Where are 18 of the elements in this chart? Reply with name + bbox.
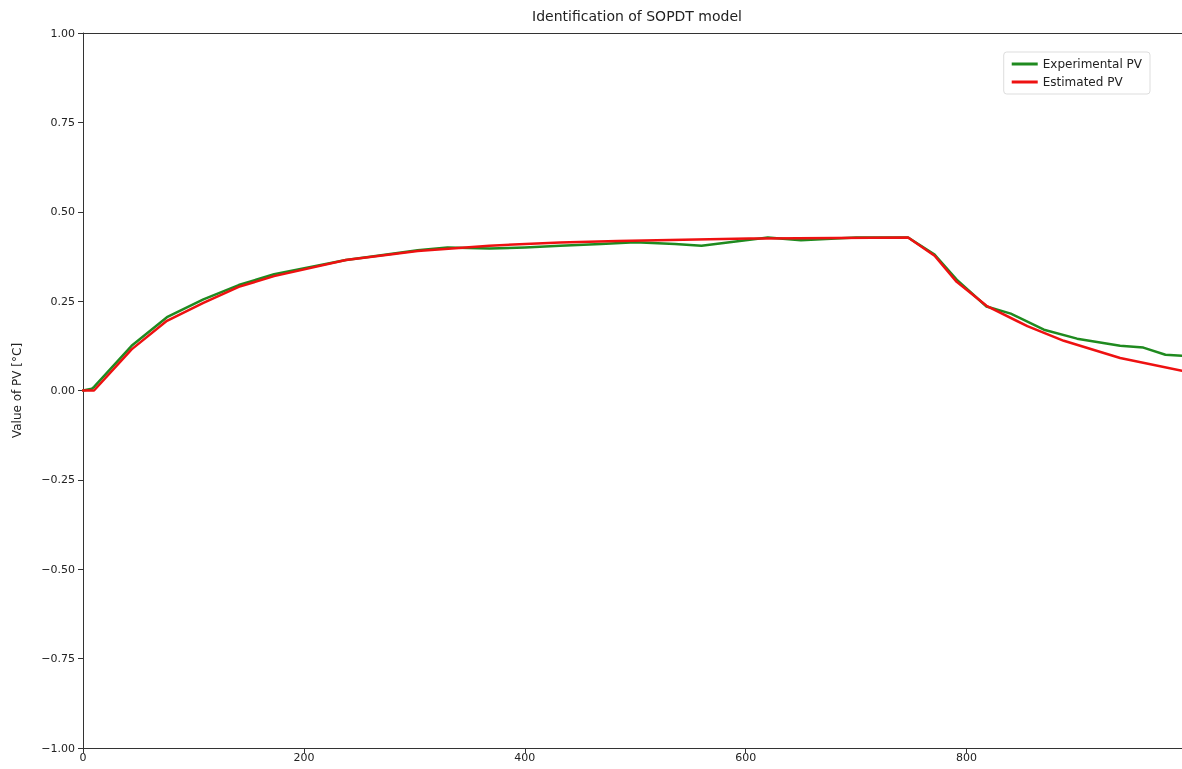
x-tick-label: 800 [956, 751, 978, 764]
y-tick-label: −0.25 [41, 473, 75, 487]
y-tick-label: 0.00 [50, 384, 75, 397]
y-tick-label: −0.50 [41, 562, 75, 576]
legend-label: Estimated PV [1042, 75, 1124, 89]
y-tick-label: 0.25 [50, 294, 75, 308]
y-tick-label: −1.00 [41, 741, 75, 755]
y-axis-title: Value of PV [°C] [10, 342, 24, 439]
x-tick-label: 200 [293, 751, 315, 764]
y-tick-label: 0.75 [50, 115, 75, 129]
x-tick-label: 0 [79, 751, 87, 764]
y-tick-label: 1.00 [50, 26, 75, 40]
y-tick-label: −0.75 [41, 652, 75, 666]
legend-label: Experimental PV [1042, 57, 1143, 71]
x-tick-label: 400 [514, 751, 536, 764]
y-tick-label: 0.50 [50, 205, 75, 219]
chart-title: Identification of SOPDT model [532, 8, 742, 24]
x-tick-label: 600 [735, 751, 757, 764]
